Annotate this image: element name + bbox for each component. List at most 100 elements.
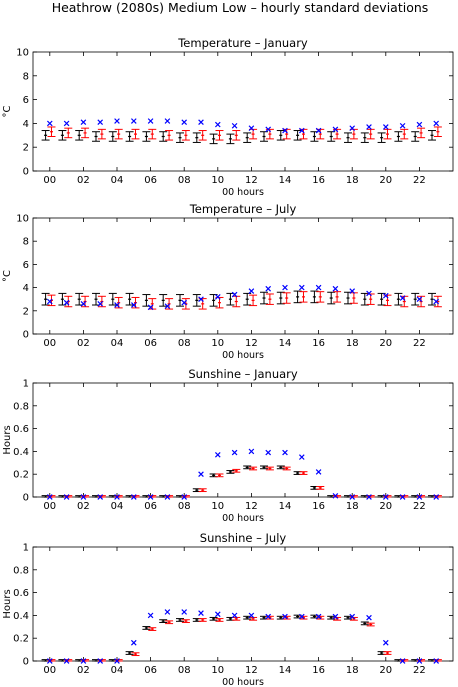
y-tick-label: 6 [23, 95, 29, 106]
x-marker-point [416, 494, 423, 500]
x-marker-point [147, 612, 154, 619]
x-marker-point [181, 609, 188, 615]
x-tick-label: 06 [144, 665, 157, 676]
x-tick-label: 04 [111, 665, 124, 676]
series-3 [46, 609, 440, 664]
series-3 [46, 118, 440, 134]
y-tick-label: 0 [23, 493, 29, 504]
x-marker-point [366, 290, 372, 297]
series-1 [41, 290, 436, 307]
x-marker-point [433, 658, 440, 664]
x-tick-label: 04 [111, 338, 124, 349]
x-marker-point [416, 658, 423, 664]
x-marker-point [164, 303, 171, 309]
x-marker-point [46, 494, 53, 500]
x-marker-point [265, 613, 272, 620]
x-marker-point [248, 125, 255, 131]
x-marker-point [248, 288, 255, 294]
y-tick-label: 1 [23, 543, 29, 554]
x-marker-point [315, 469, 322, 475]
x-tick-label: 06 [144, 338, 157, 349]
x-tick-label: 18 [346, 175, 359, 186]
x-axis-label: 00 hours [222, 350, 264, 361]
x-marker-point [46, 120, 53, 127]
x-tick-label: 22 [413, 175, 426, 186]
x-marker-point [282, 613, 288, 620]
x-tick-label: 06 [144, 175, 157, 186]
x-tick-label: 12 [245, 665, 258, 676]
x-tick-label: 12 [245, 501, 258, 512]
x-marker-point [214, 451, 221, 458]
x-marker-point [332, 126, 339, 133]
y-axis-label: °C [2, 105, 13, 117]
x-marker-point [198, 119, 204, 126]
x-marker-point [315, 127, 322, 134]
x-marker-point [147, 304, 154, 311]
x-tick-label: 16 [312, 175, 325, 186]
y-tick-label: 0.6 [13, 588, 29, 599]
x-marker-point [63, 658, 70, 664]
series-2 [47, 466, 442, 498]
x-tick-label: 10 [211, 665, 224, 676]
x-tick-label: 02 [77, 665, 90, 676]
x-axis-label: 00 hours [222, 513, 264, 524]
x-tick-label: 02 [77, 501, 90, 512]
x-tick-label: 16 [312, 501, 325, 512]
x-tick-label: 16 [312, 338, 325, 349]
x-marker-point [366, 614, 372, 621]
x-tick-label: 20 [379, 175, 392, 186]
series-1 [41, 614, 436, 662]
x-marker-point [382, 639, 389, 646]
x-marker-point [399, 122, 406, 129]
x-marker-point [265, 285, 272, 292]
x-marker-point [63, 120, 70, 127]
x-marker-point [231, 291, 238, 298]
x-marker-point [433, 298, 440, 305]
x-marker-point [298, 127, 305, 134]
y-tick-label: 6 [23, 260, 29, 271]
y-tick-label: 0.2 [13, 634, 29, 645]
y-tick-label: 0.4 [13, 447, 29, 458]
y-tick-label: 8 [23, 71, 29, 82]
x-marker-point [282, 127, 288, 134]
x-tick-label: 06 [144, 501, 157, 512]
x-marker-point [164, 494, 171, 500]
x-marker-point [198, 610, 204, 616]
x-tick-label: 22 [413, 665, 426, 676]
x-marker-point [214, 121, 221, 128]
x-tick-label: 22 [413, 338, 426, 349]
x-marker-point [198, 296, 204, 303]
x-tick-label: 04 [111, 501, 124, 512]
x-tick-label: 22 [413, 501, 426, 512]
x-marker-point [147, 494, 154, 500]
x-tick-label: 18 [346, 338, 359, 349]
y-tick-label: 0.6 [13, 424, 29, 435]
y-tick-label: 2 [23, 143, 29, 154]
x-marker-point [181, 299, 188, 306]
x-tick-label: 08 [178, 665, 191, 676]
x-marker-point [248, 612, 255, 619]
x-tick-label: 12 [245, 338, 258, 349]
x-tick-label: 14 [279, 175, 292, 186]
axes-box [32, 217, 454, 335]
y-axis-label: Hours [2, 425, 13, 454]
x-marker-point [97, 301, 104, 307]
x-tick-label: 02 [77, 175, 90, 186]
x-marker-point [433, 120, 440, 127]
x-tick-label: 08 [178, 175, 191, 186]
panel-title: Temperature – January [177, 36, 308, 50]
y-tick-label: 1 [23, 379, 29, 390]
x-marker-point [248, 448, 255, 455]
x-marker-point [416, 121, 423, 128]
x-marker-point [332, 613, 339, 620]
x-marker-point [130, 639, 137, 646]
x-marker-point [315, 613, 322, 620]
x-marker-point [80, 301, 87, 307]
x-marker-point [114, 494, 120, 500]
x-marker-point [214, 294, 221, 300]
x-tick-label: 00 [43, 175, 56, 186]
x-tick-label: 04 [111, 175, 124, 186]
